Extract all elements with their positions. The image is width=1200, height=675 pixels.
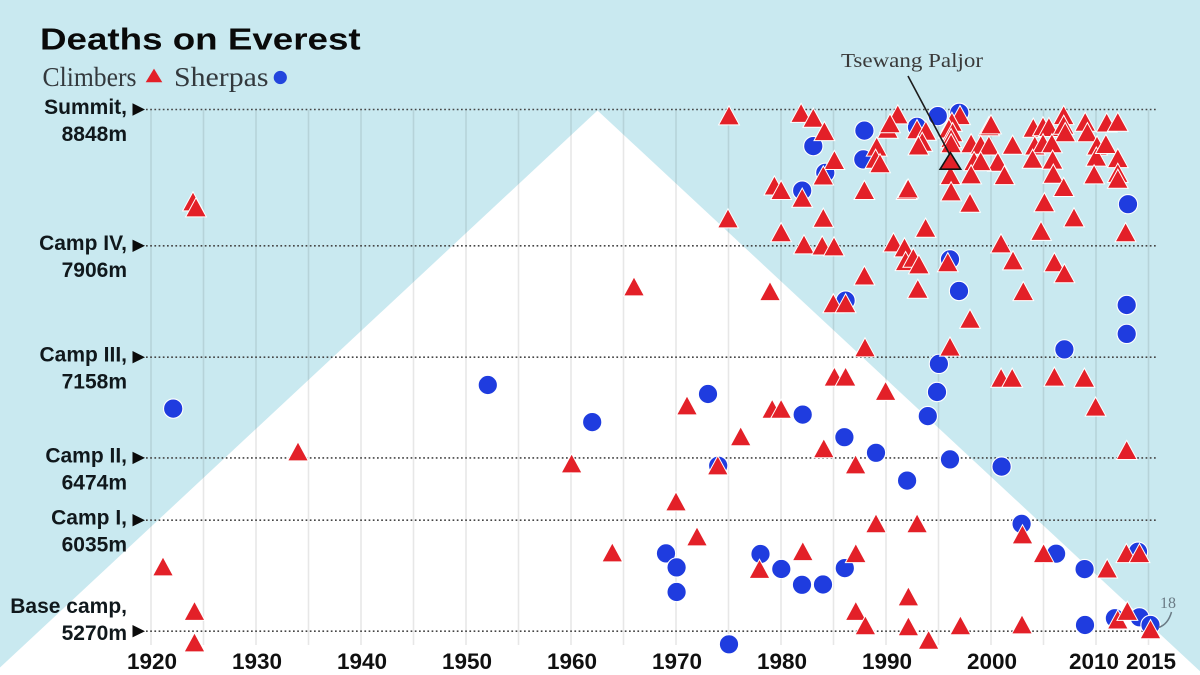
svg-text:Climbers: Climbers bbox=[43, 61, 137, 92]
svg-text:Camp I,: Camp I, bbox=[51, 507, 127, 530]
svg-text:18: 18 bbox=[1160, 595, 1176, 612]
svg-text:Camp III,: Camp III, bbox=[39, 344, 127, 367]
svg-text:1980: 1980 bbox=[757, 649, 807, 674]
svg-text:7906m: 7906m bbox=[62, 259, 127, 282]
svg-text:2010: 2010 bbox=[1069, 649, 1119, 674]
svg-text:6035m: 6035m bbox=[62, 534, 127, 557]
svg-text:1940: 1940 bbox=[337, 649, 387, 674]
svg-text:2000: 2000 bbox=[967, 649, 1017, 674]
svg-text:1990: 1990 bbox=[862, 649, 912, 674]
svg-text:Base camp,: Base camp, bbox=[10, 595, 127, 618]
svg-text:1930: 1930 bbox=[232, 649, 282, 674]
svg-text:Summit,: Summit, bbox=[44, 96, 127, 119]
svg-text:1970: 1970 bbox=[652, 649, 702, 674]
svg-text:Tsewang Paljor: Tsewang Paljor bbox=[841, 50, 983, 72]
svg-text:8848m: 8848m bbox=[62, 123, 127, 146]
svg-text:1960: 1960 bbox=[547, 649, 597, 674]
svg-text:Camp II,: Camp II, bbox=[45, 444, 127, 467]
svg-text:5270m: 5270m bbox=[62, 622, 127, 645]
svg-text:1950: 1950 bbox=[442, 649, 492, 674]
svg-text:Deaths on Everest: Deaths on Everest bbox=[40, 22, 361, 56]
svg-text:Sherpas: Sherpas bbox=[174, 61, 269, 92]
svg-text:1920: 1920 bbox=[127, 649, 177, 674]
svg-text:Camp IV,: Camp IV, bbox=[39, 232, 127, 255]
svg-text:6474m: 6474m bbox=[62, 471, 127, 494]
svg-text:7158m: 7158m bbox=[62, 371, 127, 394]
svg-text:2015: 2015 bbox=[1126, 649, 1176, 674]
